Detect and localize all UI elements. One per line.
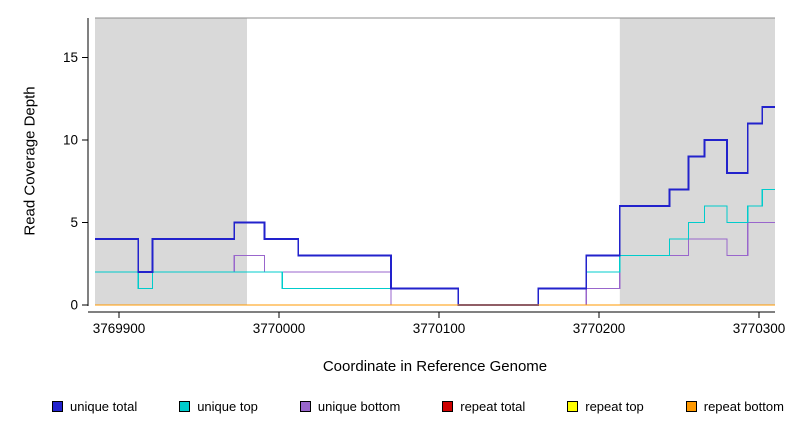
legend-swatch-icon <box>567 401 579 412</box>
legend-label: repeat total <box>460 399 526 414</box>
legend-item-unique-bottom: unique bottom <box>299 399 401 414</box>
legend-label: unique bottom <box>317 399 401 414</box>
legend-item-unique-top: unique top <box>179 399 258 414</box>
legend-label: unique total <box>70 399 138 414</box>
y-tick-label: 15 <box>63 50 78 65</box>
shaded-region <box>95 18 247 305</box>
legend-label: unique top <box>197 399 258 414</box>
legend-item-repeat-total: repeat total <box>442 399 525 414</box>
x-tick-label: 3770000 <box>253 321 306 336</box>
series-unique-total <box>95 106 775 306</box>
y-axis-label: Read Coverage Depth <box>21 86 39 236</box>
series-unique-top <box>95 188 775 306</box>
legend-swatch-icon <box>299 401 311 412</box>
legend-swatch-icon <box>179 401 191 412</box>
legend-item-unique-total: unique total <box>52 399 137 414</box>
y-tick-label: 10 <box>63 133 78 148</box>
legend-swatch-icon <box>52 401 63 412</box>
legend-swatch-icon <box>685 401 697 412</box>
legend: unique total unique top unique bottom repea… <box>52 399 784 414</box>
shaded-region <box>619 18 775 305</box>
legend-item-repeat-bottom: repeat bottom <box>685 399 784 414</box>
x-tick-label: 3769900 <box>93 321 146 336</box>
legend-label: repeat top <box>585 399 644 414</box>
x-tick-label: 3770100 <box>413 321 466 336</box>
legend-swatch-icon <box>442 401 454 412</box>
legend-item-repeat-top: repeat top <box>567 399 644 414</box>
y-tick-label: 0 <box>70 298 78 313</box>
x-tick-label: 3770200 <box>573 321 626 336</box>
legend-label: repeat bottom <box>703 399 784 414</box>
x-tick-label: 3770300 <box>733 321 786 336</box>
x-axis-label: Coordinate in Reference Genome <box>322 358 548 375</box>
y-tick-label: 5 <box>70 215 78 230</box>
